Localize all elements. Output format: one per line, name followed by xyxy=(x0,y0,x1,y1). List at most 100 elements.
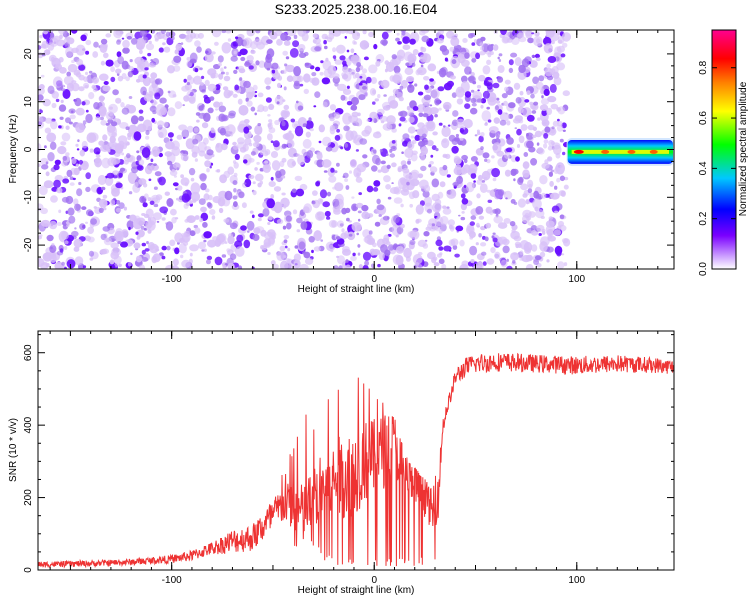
noise-speck xyxy=(429,166,438,173)
noise-speck xyxy=(377,169,382,173)
noise-speck xyxy=(286,222,292,230)
noise-speck xyxy=(79,223,86,231)
noise-speck xyxy=(473,261,477,265)
noise-speck xyxy=(344,143,349,148)
noise-speck xyxy=(196,119,200,123)
noise-speck xyxy=(56,222,62,226)
noise-speck xyxy=(51,91,59,99)
noise-speck xyxy=(194,40,201,47)
noise-speck xyxy=(546,63,551,69)
noise-speck xyxy=(480,46,484,51)
noise-speck xyxy=(362,251,372,261)
noise-speck xyxy=(407,158,411,161)
noise-speck xyxy=(281,143,287,149)
noise-speck xyxy=(517,106,524,114)
noise-speck xyxy=(276,38,283,46)
noise-speck xyxy=(538,233,542,236)
noise-speck xyxy=(549,83,557,93)
noise-speck xyxy=(88,70,93,74)
noise-speck xyxy=(66,224,70,228)
noise-speck xyxy=(74,97,82,107)
noise-speck xyxy=(556,249,562,257)
noise-speck xyxy=(207,194,213,201)
noise-speck xyxy=(382,123,393,131)
noise-speck xyxy=(74,227,77,230)
noise-speck xyxy=(486,106,491,110)
noise-speck xyxy=(399,110,408,118)
noise-speck xyxy=(531,244,538,252)
noise-speck xyxy=(283,86,287,91)
noise-speck xyxy=(504,151,511,160)
noise-speck xyxy=(85,50,90,55)
noise-speck xyxy=(211,30,222,38)
noise-speck xyxy=(427,63,437,72)
noise-speck xyxy=(204,52,214,63)
noise-speck xyxy=(361,204,369,212)
noise-speck xyxy=(293,80,300,87)
noise-speck xyxy=(470,259,475,264)
noise-speck xyxy=(49,244,57,253)
noise-speck xyxy=(329,117,335,122)
noise-speck xyxy=(198,198,206,206)
noise-speck xyxy=(313,230,323,242)
noise-speck xyxy=(243,126,250,134)
noise-speck xyxy=(280,197,290,208)
noise-speck xyxy=(207,83,217,92)
colorbar: 0.0 0.2 0.4 0.6 0.8 Normalized spectral ampl… xyxy=(698,29,749,276)
noise-speck xyxy=(52,76,63,88)
noise-speck xyxy=(450,189,456,197)
noise-speck xyxy=(534,130,543,138)
noise-speck xyxy=(222,264,227,269)
snr-ticks: -100 0 100 0 200 400 600 xyxy=(23,331,674,586)
noise-speck xyxy=(282,133,290,140)
noise-speck xyxy=(492,232,496,235)
noise-speck xyxy=(106,124,116,133)
noise-speck xyxy=(71,157,77,165)
noise-speck xyxy=(295,188,305,197)
noise-speck xyxy=(87,236,95,243)
noise-speck xyxy=(136,217,146,226)
noise-speck xyxy=(519,90,524,96)
noise-speck xyxy=(145,224,151,231)
noise-speck xyxy=(153,203,159,208)
noise-speck xyxy=(398,123,402,127)
noise-speck xyxy=(186,82,190,86)
noise-speck xyxy=(395,255,404,266)
noise-speck xyxy=(377,94,381,99)
noise-speck xyxy=(115,68,122,74)
noise-speck xyxy=(111,121,118,127)
noise-speck xyxy=(130,252,133,256)
noise-speck xyxy=(153,163,157,167)
noise-speck xyxy=(480,226,486,231)
noise-speck xyxy=(39,185,48,196)
noise-speck xyxy=(335,44,346,54)
noise-speck xyxy=(381,31,389,40)
noise-speck xyxy=(554,185,558,190)
noise-speck xyxy=(219,127,227,136)
noise-speck xyxy=(526,133,529,137)
noise-speck xyxy=(44,127,52,134)
noise-speck xyxy=(442,208,452,215)
noise-speck xyxy=(93,41,99,48)
noise-speck xyxy=(506,265,513,269)
noise-speck xyxy=(414,134,421,141)
noise-speck xyxy=(211,72,219,79)
noise-speck xyxy=(303,251,311,259)
noise-speck xyxy=(131,166,139,174)
noise-speck xyxy=(209,209,216,215)
noise-speck xyxy=(545,220,555,228)
noise-speck xyxy=(433,262,440,267)
noise-speck xyxy=(147,52,152,57)
noise-speck xyxy=(535,209,545,219)
noise-speck xyxy=(259,180,263,185)
noise-speck xyxy=(543,143,548,149)
noise-speck xyxy=(270,151,279,158)
noise-speck xyxy=(267,222,271,225)
noise-speck xyxy=(38,84,45,90)
y-tick-label: 0 xyxy=(23,146,34,152)
noise-speck xyxy=(528,183,533,190)
noise-speck xyxy=(342,88,352,95)
noise-speck xyxy=(311,72,317,77)
noise-speck xyxy=(145,135,150,140)
noise-speck xyxy=(470,97,477,104)
